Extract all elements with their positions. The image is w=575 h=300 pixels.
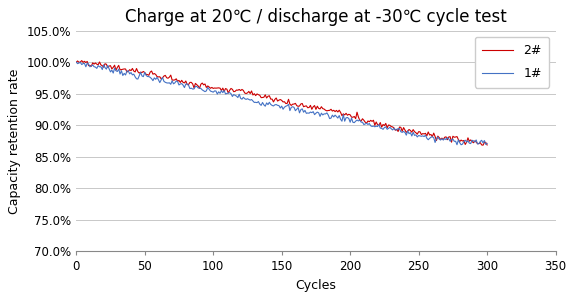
1# [354, 118, 361, 122]
1# [484, 142, 490, 145]
1# [239, 98, 246, 101]
1# [454, 143, 461, 146]
1# [419, 134, 426, 138]
2# [240, 88, 247, 92]
1# [73, 60, 80, 64]
2# [254, 92, 260, 96]
2# [397, 125, 404, 129]
2# [78, 59, 85, 62]
2# [73, 60, 80, 64]
Line: 1#: 1# [76, 62, 487, 145]
2# [480, 143, 486, 147]
Y-axis label: Capacity retention rate: Capacity retention rate [8, 68, 21, 214]
Title: Charge at 20℃ / discharge at -30℃ cycle test: Charge at 20℃ / discharge at -30℃ cycle … [125, 8, 507, 26]
1# [458, 143, 465, 147]
2# [455, 138, 462, 141]
Legend: 2#, 1#: 2#, 1# [475, 37, 549, 88]
X-axis label: Cycles: Cycles [296, 279, 336, 292]
2# [421, 132, 428, 136]
1# [396, 127, 403, 130]
2# [355, 115, 362, 119]
Line: 2#: 2# [76, 61, 487, 145]
1# [252, 100, 259, 104]
2# [484, 143, 490, 147]
